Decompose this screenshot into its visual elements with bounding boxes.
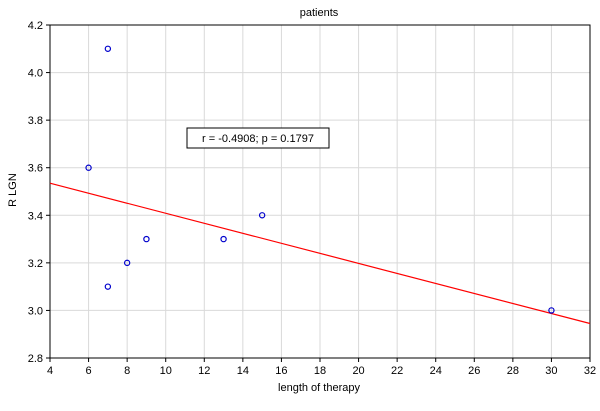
data-points bbox=[85, 45, 555, 314]
regression-line bbox=[49, 182, 591, 325]
x-axis-label: length of therapy bbox=[278, 382, 360, 394]
data-point bbox=[258, 212, 266, 219]
x-tick-label: 14 bbox=[237, 365, 249, 377]
x-tick-label: 18 bbox=[314, 365, 326, 377]
x-tick-label: 6 bbox=[86, 365, 92, 377]
x-tick-label: 8 bbox=[124, 365, 130, 377]
y-tick-label: 3.0 bbox=[28, 305, 43, 317]
x-tick-label: 22 bbox=[391, 365, 403, 377]
y-tick-label: 3.8 bbox=[28, 115, 43, 127]
y-tick-label: 2.8 bbox=[28, 353, 43, 365]
plot-frame bbox=[49, 24, 591, 359]
correlation-annotation: r = -0.4908; p = 0.1797 bbox=[186, 127, 330, 149]
data-point bbox=[85, 164, 92, 171]
x-tick-label: 4 bbox=[47, 365, 53, 377]
data-point bbox=[220, 235, 227, 243]
x-axis-ticks: 4 6 8 10 12 14 16 18 20 22 24 26 28 30 32 bbox=[47, 358, 596, 377]
data-point bbox=[104, 283, 112, 290]
x-tick-label: 20 bbox=[352, 365, 364, 377]
chart-title: patients bbox=[300, 7, 339, 19]
x-tick-label: 16 bbox=[275, 365, 287, 377]
x-tick-label: 12 bbox=[198, 365, 210, 377]
data-point bbox=[123, 259, 131, 267]
data-point bbox=[548, 307, 555, 314]
x-tick-label: 26 bbox=[468, 365, 480, 377]
y-tick-label: 3.2 bbox=[28, 258, 43, 270]
y-axis-label: R LGN bbox=[7, 173, 19, 207]
y-tick-label: 4.0 bbox=[28, 68, 43, 80]
y-tick-label: 4.2 bbox=[28, 20, 43, 32]
data-point bbox=[104, 45, 112, 52]
data-point bbox=[143, 235, 150, 243]
x-tick-label: 28 bbox=[507, 365, 519, 377]
x-tick-label: 30 bbox=[545, 365, 557, 377]
y-tick-label: 3.4 bbox=[28, 210, 43, 222]
x-tick-label: 10 bbox=[160, 365, 172, 377]
y-tick-label: 3.6 bbox=[28, 163, 43, 175]
grid bbox=[49, 24, 591, 359]
x-tick-label: 32 bbox=[584, 365, 596, 377]
correlation-text: r = -0.4908; p = 0.1797 bbox=[202, 133, 314, 145]
y-axis-ticks: 2.8 3.0 3.2 3.4 3.6 3.8 4.0 4.2 bbox=[28, 20, 50, 365]
x-tick-label: 24 bbox=[430, 365, 442, 377]
